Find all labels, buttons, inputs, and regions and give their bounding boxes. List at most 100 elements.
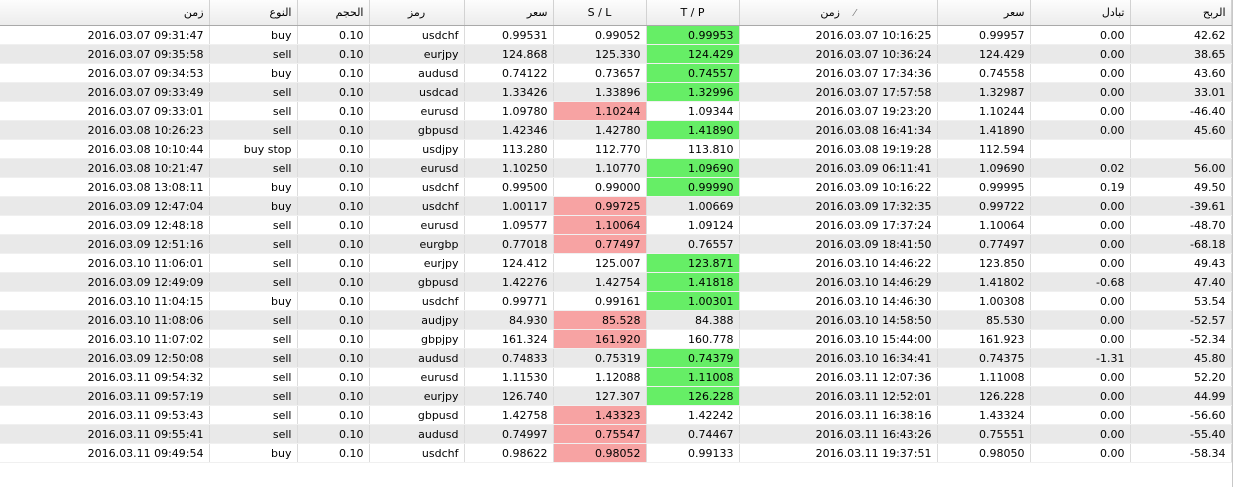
cell-close-price: 0.75551 xyxy=(937,424,1031,444)
cell-open-time: 2016.03.08 10:10:44 xyxy=(0,139,210,159)
cell-swap: 0.00 xyxy=(1030,424,1131,444)
column-header-sl[interactable]: S / L xyxy=(553,0,647,26)
cell-tp: 84.388 xyxy=(646,310,740,330)
cell-profit: -39.61 xyxy=(1130,196,1232,216)
cell-type: sell xyxy=(209,310,298,330)
table-row[interactable]: 2016.03.08 10:10:44 buy stop 0.10 usdjpy 113… xyxy=(0,139,1232,159)
column-header-label: رمز xyxy=(407,6,426,19)
table-row[interactable]: 2016.03.09 12:49:09 sell 0.10 gbpusd 1.42276… xyxy=(0,272,1232,292)
column-header-open-price[interactable]: سعر xyxy=(464,0,554,26)
cell-profit: 52.20 xyxy=(1130,367,1232,387)
cell-volume: 0.10 xyxy=(297,348,370,368)
cell-open-price: 0.77018 xyxy=(464,234,554,254)
cell-volume: 0.10 xyxy=(297,310,370,330)
table-row[interactable]: 2016.03.11 09:53:43 sell 0.10 gbpusd 1.42758… xyxy=(0,405,1232,425)
column-header-swap[interactable]: تبادل xyxy=(1030,0,1131,26)
table-row[interactable]: 2016.03.07 09:31:47 buy 0.10 usdchf 0.99531 0… xyxy=(0,25,1232,45)
cell-open-time: 2016.03.07 09:33:49 xyxy=(0,82,210,102)
cell-profit: 56.00 xyxy=(1130,158,1232,178)
table-row[interactable]: 2016.03.09 12:47:04 buy 0.10 usdchf 1.00117 0… xyxy=(0,196,1232,216)
table-row[interactable]: 2016.03.07 09:33:49 sell 0.10 usdcad 1.33426… xyxy=(0,82,1232,102)
cell-type: buy xyxy=(209,63,298,83)
column-header-volume[interactable]: الحجم xyxy=(297,0,370,26)
table-row[interactable]: 2016.03.09 12:48:18 sell 0.10 eurusd 1.09577… xyxy=(0,215,1232,235)
cell-close-time: 2016.03.10 14:46:30 xyxy=(739,291,938,311)
cell-open-price: 0.98622 xyxy=(464,443,554,463)
table-row[interactable]: 2016.03.07 09:33:01 sell 0.10 eurusd 1.09780… xyxy=(0,101,1232,121)
cell-open-time: 2016.03.10 11:04:15 xyxy=(0,291,210,311)
cell-close-price: 1.41890 xyxy=(937,120,1031,140)
cell-open-price: 84.930 xyxy=(464,310,554,330)
cell-swap: -1.31 xyxy=(1030,348,1131,368)
cell-profit xyxy=(1130,139,1232,159)
cell-close-price: 1.09690 xyxy=(937,158,1031,178)
column-header-symbol[interactable]: رمز xyxy=(369,0,465,26)
cell-symbol: eurusd xyxy=(369,158,465,178)
cell-swap: 0.00 xyxy=(1030,120,1131,140)
column-header-type[interactable]: النوع xyxy=(209,0,298,26)
cell-close-price: 1.10244 xyxy=(937,101,1031,121)
cell-open-time: 2016.03.09 12:47:04 xyxy=(0,196,210,216)
cell-tp: 0.74557 xyxy=(646,63,740,83)
cell-tp: 113.810 xyxy=(646,139,740,159)
table-row[interactable]: 2016.03.11 09:55:41 sell 0.10 audusd 0.74997… xyxy=(0,424,1232,444)
column-header-profit[interactable]: الربح xyxy=(1130,0,1232,26)
table-row[interactable]: 2016.03.07 09:35:58 sell 0.10 eurjpy 124.868… xyxy=(0,44,1232,64)
column-header-label: T / P xyxy=(680,6,705,19)
table-row[interactable]: 2016.03.11 09:49:54 buy 0.10 usdchf 0.98622 0… xyxy=(0,443,1232,463)
cell-swap: 0.00 xyxy=(1030,234,1131,254)
column-header-close-price[interactable]: سعر xyxy=(937,0,1031,26)
cell-close-time: 2016.03.08 16:41:34 xyxy=(739,120,938,140)
table-row[interactable]: 2016.03.07 09:34:53 buy 0.10 audusd 0.74122 0… xyxy=(0,63,1232,83)
cell-sl: 161.920 xyxy=(553,329,647,349)
cell-open-price: 0.99531 xyxy=(464,25,554,45)
cell-type: sell xyxy=(209,424,298,444)
column-header-close-time[interactable]: زمن ⁄ xyxy=(739,0,938,26)
cell-type: sell xyxy=(209,234,298,254)
cell-sl: 0.99000 xyxy=(553,177,647,197)
cell-sl: 0.99161 xyxy=(553,291,647,311)
column-header-tp[interactable]: T / P xyxy=(646,0,740,26)
table-row[interactable]: 2016.03.10 11:04:15 buy 0.10 usdchf 0.99771 0… xyxy=(0,291,1232,311)
table-row[interactable]: 2016.03.08 13:08:11 buy 0.10 usdchf 0.99500 0… xyxy=(0,177,1232,197)
cell-swap: -0.68 xyxy=(1030,272,1131,292)
cell-swap: 0.19 xyxy=(1030,177,1131,197)
cell-open-price: 1.11530 xyxy=(464,367,554,387)
cell-type: buy xyxy=(209,196,298,216)
cell-volume: 0.10 xyxy=(297,405,370,425)
table-body: 2016.03.07 09:31:47 buy 0.10 usdchf 0.99531 0… xyxy=(0,25,1232,463)
cell-volume: 0.10 xyxy=(297,443,370,463)
column-header-label: زمن xyxy=(183,6,204,19)
cell-type: sell xyxy=(209,329,298,349)
column-header-label: S / L xyxy=(587,6,612,19)
cell-close-price: 126.228 xyxy=(937,386,1031,406)
table-row[interactable]: 2016.03.08 10:21:47 sell 0.10 eurusd 1.10250… xyxy=(0,158,1232,178)
cell-tp: 0.99133 xyxy=(646,443,740,463)
cell-open-price: 1.09780 xyxy=(464,101,554,121)
table-row[interactable]: 2016.03.10 11:08:06 sell 0.10 audjpy 84.930 8… xyxy=(0,310,1232,330)
cell-symbol: gbpjpy xyxy=(369,329,465,349)
cell-volume: 0.10 xyxy=(297,329,370,349)
cell-symbol: gbpusd xyxy=(369,120,465,140)
cell-swap: 0.00 xyxy=(1030,310,1131,330)
table-row[interactable]: 2016.03.09 12:50:08 sell 0.10 audusd 0.74833… xyxy=(0,348,1232,368)
table-row[interactable]: 2016.03.11 09:57:19 sell 0.10 eurjpy 126.740… xyxy=(0,386,1232,406)
cell-sl: 125.330 xyxy=(553,44,647,64)
column-header-open-time[interactable]: زمن xyxy=(0,0,210,26)
table-row[interactable]: 2016.03.10 11:07:02 sell 0.10 gbpjpy 161.324… xyxy=(0,329,1232,349)
cell-volume: 0.10 xyxy=(297,253,370,273)
cell-volume: 0.10 xyxy=(297,139,370,159)
column-header-label: تبادل xyxy=(1101,6,1125,19)
table-row[interactable]: 2016.03.11 09:54:32 sell 0.10 eurusd 1.11530… xyxy=(0,367,1232,387)
cell-swap: 0.02 xyxy=(1030,158,1131,178)
cell-tp: 1.41890 xyxy=(646,120,740,140)
cell-type: sell xyxy=(209,101,298,121)
cell-type: sell xyxy=(209,405,298,425)
cell-tp: 1.09690 xyxy=(646,158,740,178)
table-row[interactable]: 2016.03.10 11:06:01 sell 0.10 eurjpy 124.412… xyxy=(0,253,1232,273)
table-row[interactable]: 2016.03.09 12:51:16 sell 0.10 eurgbp 0.77018… xyxy=(0,234,1232,254)
cell-open-time: 2016.03.09 12:49:09 xyxy=(0,272,210,292)
table-row[interactable]: 2016.03.08 10:26:23 sell 0.10 gbpusd 1.42346… xyxy=(0,120,1232,140)
cell-volume: 0.10 xyxy=(297,44,370,64)
cell-open-time: 2016.03.07 09:31:47 xyxy=(0,25,210,45)
